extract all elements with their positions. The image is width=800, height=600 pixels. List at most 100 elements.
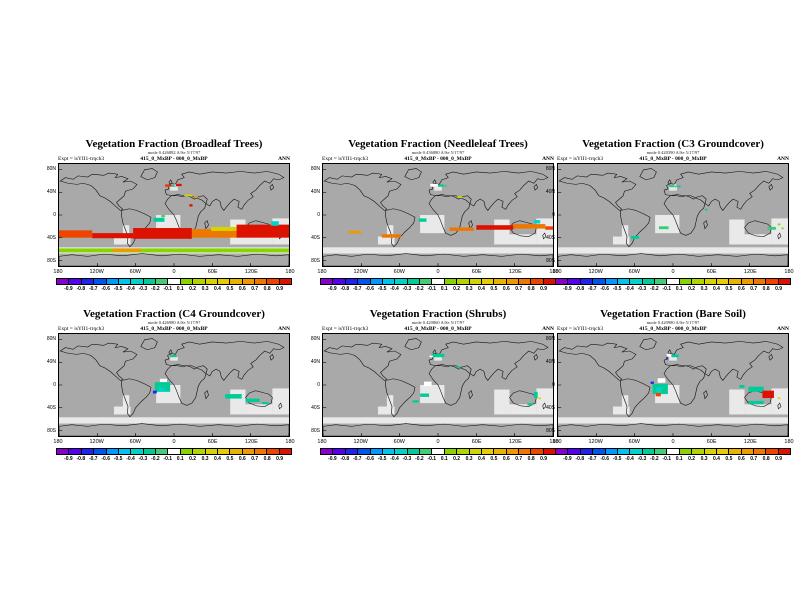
colorbar-tick-label: 0.8 bbox=[527, 286, 535, 292]
colorbar-segment bbox=[370, 279, 383, 284]
colorbar-tick-label: 0.5 bbox=[226, 456, 234, 462]
colorbar-segment bbox=[432, 279, 445, 284]
colorbar-segment bbox=[94, 449, 107, 454]
colorbar-segment bbox=[766, 449, 779, 454]
anomaly-patch bbox=[438, 184, 444, 187]
x-axis-tick-label: 60E bbox=[706, 439, 717, 445]
y-axis-tick-label: 80N bbox=[46, 165, 56, 172]
coastline bbox=[269, 353, 275, 361]
colorbar-segment bbox=[457, 449, 470, 454]
light-anomaly-region bbox=[494, 389, 510, 415]
colorbar-segment bbox=[531, 449, 544, 454]
colorbar-tick-label: 0.6 bbox=[737, 456, 745, 462]
colorbar-tick-label: -0.2 bbox=[415, 456, 424, 462]
colorbar-tick-label: -0.8 bbox=[76, 286, 86, 292]
colorbar-segment bbox=[131, 449, 144, 454]
panel-shrubs: Vegetation Fraction (Shrubs) mode 0.42086… bbox=[294, 307, 559, 465]
colorbar-segment bbox=[205, 449, 218, 454]
colorbar-tick-label: -0.8 bbox=[340, 286, 350, 292]
colorbar-segment bbox=[432, 449, 445, 454]
x-axis-tick-label: 180 bbox=[784, 269, 794, 275]
colorbar-segment bbox=[679, 449, 693, 454]
colorbar-tick-label: -0.2 bbox=[151, 456, 160, 462]
light-anomaly-region bbox=[170, 186, 178, 191]
colorbar-tick-label: -0.9 bbox=[64, 456, 73, 462]
x-axis-tick-label: 120E bbox=[244, 269, 258, 275]
colorbar-segment bbox=[205, 279, 218, 284]
x-axis-tick-label: 120E bbox=[508, 439, 522, 445]
x-axis-tick-label: 120W bbox=[353, 439, 368, 445]
colorbar-tick-label: 0.9 bbox=[540, 286, 548, 292]
colorbar-tick-label: 0.4 bbox=[477, 286, 485, 292]
colorbar-tick-label: 0.7 bbox=[515, 286, 523, 292]
coastline bbox=[768, 353, 774, 361]
colorbar-segment bbox=[580, 279, 594, 284]
light-anomaly-region bbox=[536, 388, 553, 415]
annotation-row: Expt = isYII1-trqch3 415_0_MxBP - 000_0_M… bbox=[557, 326, 789, 333]
colorbar-tick-label: -0.8 bbox=[575, 456, 585, 462]
world-map-c3-groundcover bbox=[557, 163, 789, 267]
y-axis-tick-label: 80S bbox=[47, 258, 56, 265]
colorbar-segment bbox=[345, 279, 359, 284]
colorbar-tick-label: 0.8 bbox=[762, 286, 770, 292]
world-map-needleleaf-trees bbox=[322, 163, 554, 267]
coastline bbox=[768, 183, 774, 191]
light-anomaly-region bbox=[59, 417, 289, 424]
anomaly-patch bbox=[184, 194, 193, 197]
light-anomaly-region bbox=[621, 225, 629, 242]
colorbar-tick-label: -0.3 bbox=[402, 456, 412, 462]
light-anomaly-region bbox=[669, 356, 677, 361]
light-anomaly-region bbox=[245, 234, 273, 245]
colorbar-segment bbox=[568, 449, 581, 454]
light-anomaly-region bbox=[729, 219, 745, 245]
colorbar-tick-label: -0.9 bbox=[328, 286, 337, 292]
difference-label: 415_0_MxBP - 000_0_MxBP bbox=[639, 155, 707, 162]
anomaly-patch bbox=[161, 215, 166, 218]
y-axis-tick-label: 0 bbox=[552, 212, 555, 218]
x-axis-tick-label: 180 bbox=[317, 269, 327, 275]
x-axis-tick-label: 180 bbox=[784, 439, 794, 445]
colorbar-segment bbox=[333, 449, 346, 454]
colorbar-tick-label: -0.7 bbox=[352, 456, 362, 462]
coastline bbox=[269, 183, 275, 191]
x-axis-tick-label: 0 bbox=[172, 269, 176, 275]
coastline bbox=[703, 220, 708, 230]
anomaly-patch bbox=[704, 208, 708, 211]
colorbar-segment bbox=[704, 279, 717, 284]
light-anomaly-region bbox=[230, 389, 246, 415]
colorbar-tick-label: -0.3 bbox=[402, 286, 412, 292]
x-axis-tick-label: 120W bbox=[89, 269, 104, 275]
x-axis-tick-label: 180 bbox=[549, 439, 559, 445]
x-axis-tick-label: 60W bbox=[129, 439, 141, 445]
coastline bbox=[204, 220, 209, 230]
y-axis-tick-label: 0 bbox=[53, 382, 56, 388]
panel-bare-soil: Vegetation Fraction (Bare Soil) mode 0.42… bbox=[529, 307, 794, 465]
x-axis-tick-label: 0 bbox=[436, 439, 440, 445]
colorbar-tick-label: 0.5 bbox=[490, 286, 498, 292]
colorbar-tick-label: 0.3 bbox=[465, 286, 473, 292]
colorbar-tick-label: -0.6 bbox=[101, 456, 110, 462]
y-axis-tick-label: 80S bbox=[546, 258, 555, 265]
anomaly-patch bbox=[412, 400, 419, 403]
anomaly-patch bbox=[170, 354, 177, 358]
x-axis-tick-label: 120E bbox=[743, 439, 757, 445]
x-axis-tick-label: 180 bbox=[552, 439, 562, 445]
anomaly-patch bbox=[153, 217, 165, 222]
season-label: ANN bbox=[542, 325, 554, 332]
anomaly-patch bbox=[431, 353, 445, 358]
colorbar-segment bbox=[667, 279, 680, 284]
x-axis-tick-label: 180 bbox=[285, 439, 295, 445]
colorbar-segment bbox=[568, 279, 581, 284]
coastline bbox=[385, 208, 416, 248]
x-axis-tick-label: 120W bbox=[588, 269, 603, 275]
colorbar-segment bbox=[469, 449, 482, 454]
colorbar-segment bbox=[655, 449, 668, 454]
anomaly-patch bbox=[175, 183, 182, 187]
coastline bbox=[168, 179, 173, 185]
colorbar-segment bbox=[457, 279, 470, 284]
colorbar-tick-label: 0.5 bbox=[226, 286, 234, 292]
colorbar-segment bbox=[267, 449, 280, 454]
panel-title: Vegetation Fraction (C4 Groundcover) bbox=[83, 308, 265, 320]
stats-line: mode 0.426882 A/Se 5/17/97 bbox=[147, 150, 201, 155]
anomaly-patch bbox=[457, 196, 463, 198]
